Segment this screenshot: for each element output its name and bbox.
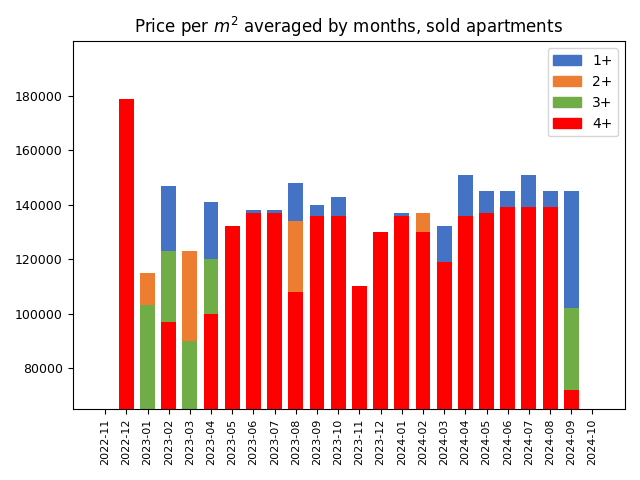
Title: Price per $m^2$ averaged by months, sold apartments: Price per $m^2$ averaged by months, sold… <box>134 15 563 39</box>
Bar <box>161 322 176 480</box>
Bar <box>458 216 473 480</box>
Bar <box>204 202 218 259</box>
Bar <box>479 191 494 213</box>
Bar <box>394 216 409 480</box>
Bar <box>182 251 197 341</box>
Bar <box>310 216 324 480</box>
Bar <box>161 186 176 251</box>
Bar <box>140 273 155 305</box>
Bar <box>119 98 134 480</box>
Bar <box>564 308 579 390</box>
Bar <box>500 207 515 480</box>
Bar <box>161 251 176 322</box>
Bar <box>246 210 261 213</box>
Bar <box>289 183 303 221</box>
Bar <box>204 313 218 480</box>
Bar <box>289 221 303 292</box>
Bar <box>564 191 579 308</box>
Bar <box>522 175 536 207</box>
Bar <box>415 213 430 232</box>
Bar <box>436 227 452 262</box>
Bar <box>585 471 600 480</box>
Bar <box>352 287 367 480</box>
Bar <box>246 213 261 480</box>
Bar <box>373 232 388 480</box>
Bar <box>204 259 218 313</box>
Bar <box>268 213 282 480</box>
Bar <box>182 341 197 480</box>
Bar <box>564 390 579 480</box>
Bar <box>415 232 430 480</box>
Bar <box>458 175 473 216</box>
Bar <box>543 191 557 207</box>
Bar <box>543 207 557 480</box>
Bar <box>268 210 282 213</box>
Bar <box>225 227 239 480</box>
Bar <box>479 213 494 480</box>
Bar <box>500 191 515 207</box>
Bar <box>436 262 452 480</box>
Bar <box>331 196 346 216</box>
Bar <box>310 204 324 216</box>
Bar <box>140 305 155 480</box>
Bar <box>394 213 409 216</box>
Bar <box>522 207 536 480</box>
Bar <box>331 216 346 480</box>
Legend: 1+, 2+, 3+, 4+: 1+, 2+, 3+, 4+ <box>548 48 618 136</box>
Bar <box>289 292 303 480</box>
